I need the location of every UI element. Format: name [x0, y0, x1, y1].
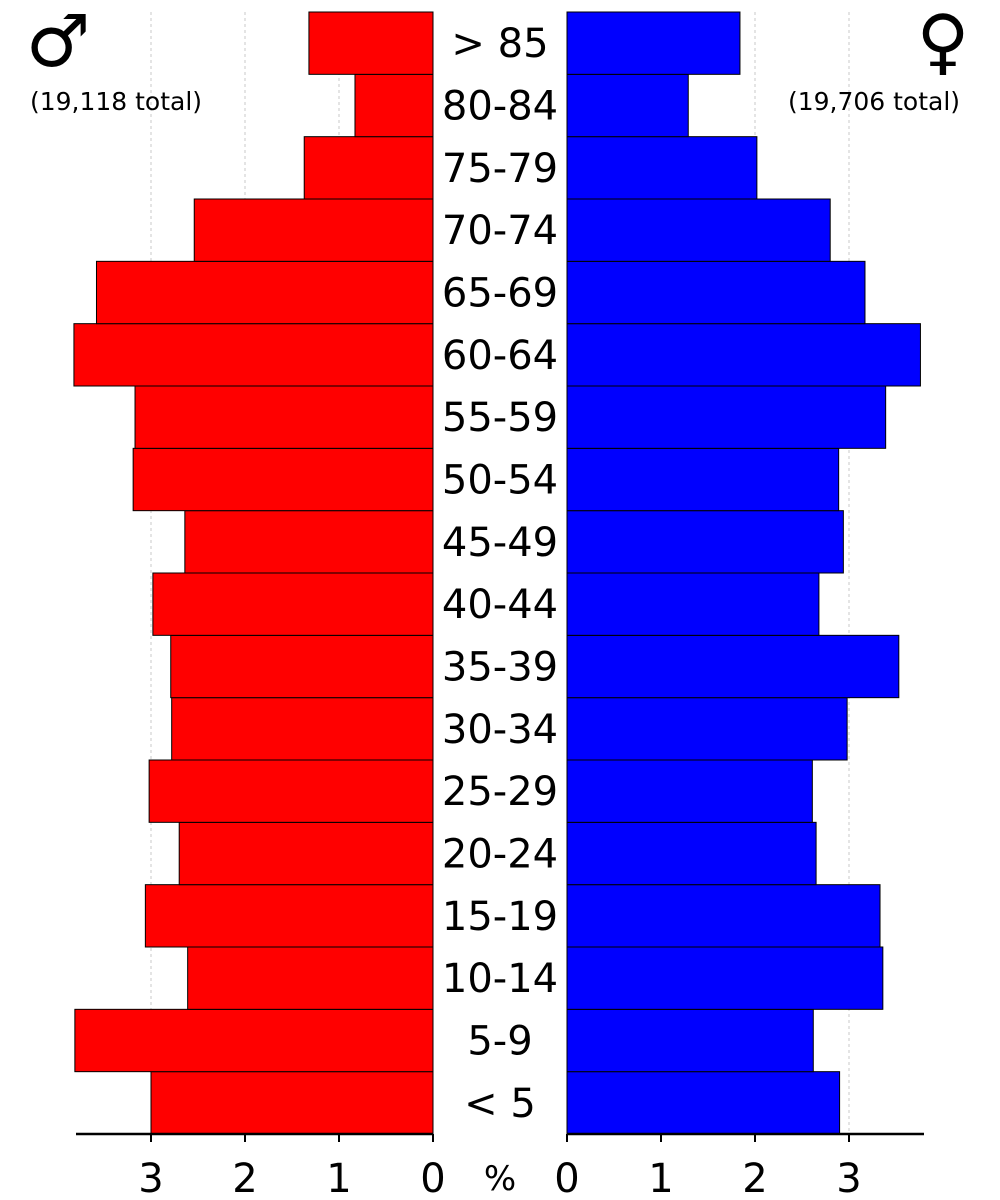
male-bar — [73, 323, 434, 387]
female-bar — [566, 510, 844, 574]
x-tick-label-right: 1 — [648, 1156, 673, 1200]
bars — [73, 11, 921, 1135]
male-bar — [74, 1008, 434, 1073]
female-bar — [566, 1008, 814, 1073]
axes: 0 0 1 1 2 2 3 3 — [76, 1132, 924, 1200]
male-bar — [354, 73, 434, 138]
age-group-label: 30-34 — [442, 707, 558, 753]
age-group-label: 80-84 — [442, 84, 558, 130]
x-tick-label-right: 0 — [554, 1156, 579, 1200]
x-tick-label-right: 3 — [836, 1156, 861, 1200]
male-bar — [193, 198, 434, 262]
male-bar — [303, 136, 434, 200]
age-group-label: 75-79 — [442, 146, 558, 192]
unit-label: % — [484, 1159, 516, 1199]
age-group-label: 40-44 — [442, 582, 558, 628]
age-group-label: 55-59 — [442, 395, 558, 441]
age-group-labels: < 5 5-9 10-14 15-19 20-24 25-29 30-34 35-39 40-4… — [442, 21, 558, 1127]
female-bar — [566, 447, 840, 512]
age-group-label: 35-39 — [442, 645, 558, 691]
female-bar — [566, 260, 866, 325]
age-group-label: < 5 — [464, 1081, 536, 1127]
age-group-label: 10-14 — [442, 956, 558, 1002]
age-group-label: 45-49 — [442, 520, 558, 566]
x-tick-label-left: 1 — [326, 1156, 351, 1200]
female-bar — [566, 73, 689, 138]
male-bar — [308, 11, 434, 75]
x-tick-label-left: 2 — [232, 1156, 257, 1200]
age-group-label: 65-69 — [442, 271, 558, 317]
female-bar — [566, 759, 813, 823]
male-bar — [171, 697, 434, 761]
female-total-label: (19,706 total) — [788, 87, 960, 116]
female-bar — [566, 946, 884, 1010]
female-bar — [566, 136, 758, 200]
age-group-label: 5-9 — [467, 1019, 532, 1065]
age-group-label: 25-29 — [442, 769, 558, 815]
female-symbol-icon: ♀ — [917, 0, 970, 83]
female-bar — [566, 385, 887, 449]
male-bar — [178, 821, 434, 886]
male-bar — [144, 884, 434, 948]
male-bar — [150, 1071, 434, 1135]
female-bar — [566, 821, 817, 886]
x-tick-label-left: 0 — [420, 1156, 445, 1200]
x-tick-label-left: 3 — [138, 1156, 163, 1200]
age-group-label: 60-64 — [442, 333, 558, 379]
female-bar — [566, 697, 848, 761]
male-bar — [152, 572, 434, 636]
female-bar — [566, 11, 741, 75]
male-bar — [148, 759, 434, 823]
age-group-label: 20-24 — [442, 832, 558, 878]
age-group-label: 70-74 — [442, 208, 558, 254]
female-bar — [566, 634, 900, 699]
age-group-label: > 85 — [451, 21, 548, 67]
male-total-label: (19,118 total) — [30, 87, 202, 116]
male-bar — [187, 946, 434, 1010]
female-bar — [566, 572, 820, 636]
male-bar — [170, 634, 434, 699]
male-symbol-icon: ♂ — [26, 0, 91, 83]
male-bar — [132, 447, 434, 512]
age-group-label: 15-19 — [442, 894, 558, 940]
male-bar — [184, 510, 434, 574]
male-bar — [134, 385, 434, 449]
age-group-label: 50-54 — [442, 458, 558, 504]
male-bar — [95, 260, 434, 325]
female-bar — [566, 884, 881, 948]
x-tick-label-right: 2 — [742, 1156, 767, 1200]
female-bar — [566, 198, 831, 262]
female-bar — [566, 323, 921, 387]
female-bar — [566, 1071, 841, 1135]
